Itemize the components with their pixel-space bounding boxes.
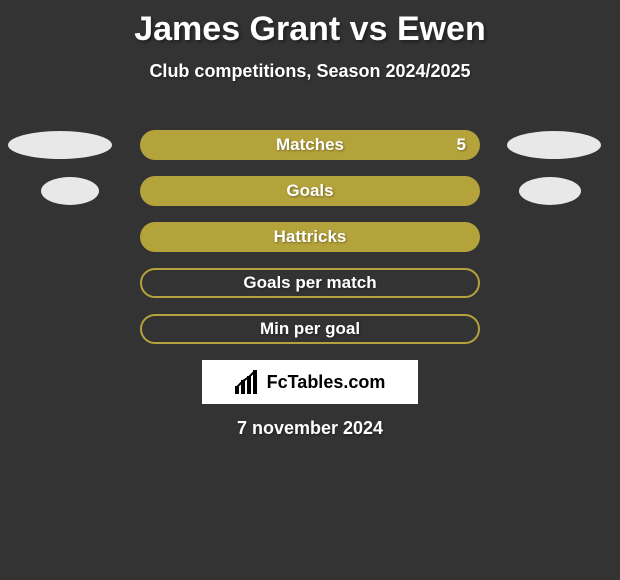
fctables-logo-icon: [235, 370, 263, 394]
stat-row-inner: Matches 5: [0, 122, 620, 168]
left-ellipse: [8, 131, 112, 159]
stat-bar: Min per goal: [140, 314, 480, 344]
date-text: 7 november 2024: [0, 418, 620, 439]
stat-row-inner: Hattricks: [0, 214, 620, 260]
stat-row: Goals: [0, 168, 620, 214]
page-title: James Grant vs Ewen: [0, 10, 620, 49]
stat-row: Min per goal: [0, 306, 620, 352]
stat-bar: Hattricks: [140, 222, 480, 252]
stat-bar-label: Goals per match: [243, 273, 376, 293]
stat-bar-label: Goals: [286, 181, 333, 201]
stat-bar-value: 5: [457, 135, 466, 155]
right-ellipse: [507, 131, 601, 159]
stat-bar: Goals per match: [140, 268, 480, 298]
stat-row: Matches 5: [0, 122, 620, 168]
stat-row-inner: Goals: [0, 168, 620, 214]
page-subtitle: Club competitions, Season 2024/2025: [0, 61, 620, 82]
stat-row-inner: Goals per match: [0, 260, 620, 306]
stat-bar: Goals: [140, 176, 480, 206]
stat-row: Goals per match: [0, 260, 620, 306]
stat-bar-label: Hattricks: [274, 227, 347, 247]
stat-row-inner: Min per goal: [0, 306, 620, 352]
logo-box: FcTables.com: [202, 360, 418, 404]
stat-bar-label: Matches: [276, 135, 344, 155]
stat-row: Hattricks: [0, 214, 620, 260]
main-container: James Grant vs Ewen Club competitions, S…: [0, 0, 620, 439]
stat-bar-label: Min per goal: [260, 319, 360, 339]
stats-rows: Matches 5 Goals Hattricks Goals per match Min…: [0, 122, 620, 352]
logo-text: FcTables.com: [267, 372, 386, 393]
stat-bar: Matches 5: [140, 130, 480, 160]
left-ellipse: [41, 177, 99, 205]
right-ellipse: [519, 177, 581, 205]
